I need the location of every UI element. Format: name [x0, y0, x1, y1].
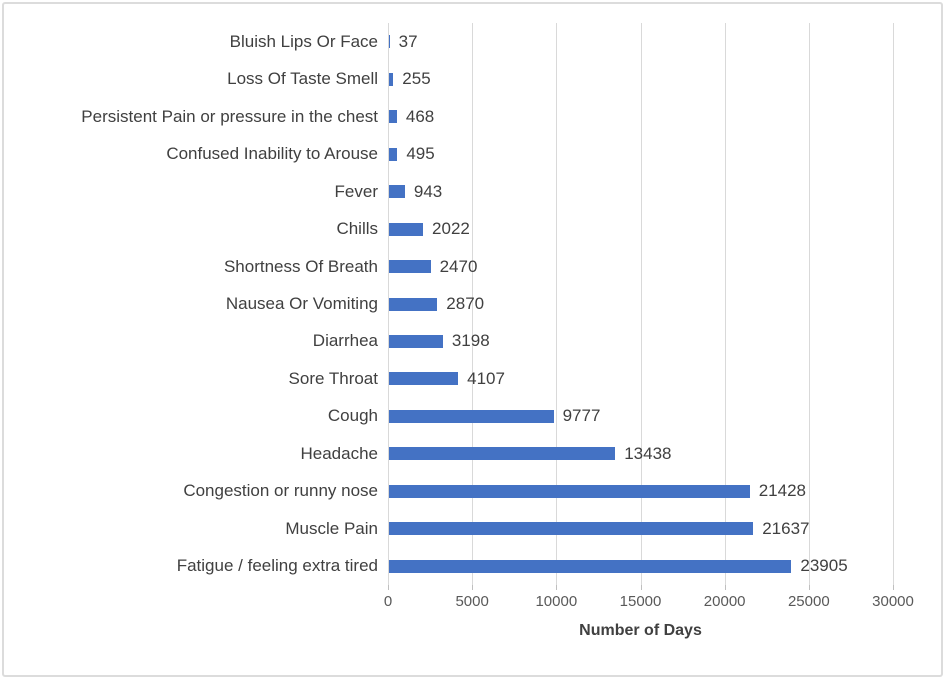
bar — [389, 35, 390, 49]
category-label: Confused Inability to Arouse — [166, 144, 378, 164]
category-label: Persistent Pain or pressure in the chest — [81, 106, 378, 126]
category-label: Chills — [336, 219, 378, 239]
x-axis-tick-label: 5000 — [455, 593, 489, 610]
bar-value-label: 943 — [413, 181, 443, 201]
x-axis-tick-label: 20000 — [703, 593, 746, 610]
bar-value-label: 2022 — [432, 219, 470, 239]
bar — [389, 409, 554, 423]
bar — [389, 334, 443, 348]
bar-value-label: 255 — [402, 69, 431, 89]
category-label: Shortness Of Breath — [223, 256, 378, 276]
bar — [389, 110, 397, 124]
bar-value-label: 2470 — [439, 256, 478, 276]
bar-value-label: 3198 — [451, 331, 490, 351]
gridline-5000 — [472, 23, 474, 585]
x-axis-tick-0 — [388, 585, 389, 590]
category-label: Nausea Or Vomiting — [225, 293, 378, 313]
bar-value-label: 4107 — [467, 368, 505, 388]
bar-value-label: 2870 — [446, 293, 485, 313]
category-label: Sore Throat — [288, 368, 378, 388]
gridline-0 — [388, 23, 389, 585]
x-axis-tick-20000 — [724, 585, 726, 590]
bar-value-label: 21637 — [762, 518, 810, 538]
bar — [389, 484, 750, 498]
x-axis-tick-label: 10000 — [535, 593, 578, 610]
bar — [389, 72, 394, 86]
x-axis-tick-label: 15000 — [619, 593, 662, 610]
x-axis-tick-label: 25000 — [787, 593, 830, 610]
gridline-30000 — [893, 23, 894, 585]
category-label: Cough — [327, 406, 378, 426]
bar — [389, 185, 405, 199]
bar — [389, 147, 398, 161]
category-label: Congestion or runny nose — [183, 481, 378, 501]
category-label: Fatigue / feeling extra tired — [176, 556, 378, 576]
bar-value-label: 13438 — [624, 443, 672, 463]
category-label: Fever — [334, 181, 378, 201]
x-axis-tick-label: 0 — [383, 593, 393, 610]
category-label: Loss Of Taste Smell — [227, 69, 378, 89]
x-axis-tick-15000 — [640, 585, 642, 590]
bar-value-label: 21428 — [758, 481, 806, 501]
x-axis-tick-10000 — [556, 585, 558, 590]
x-axis-tick-25000 — [808, 585, 810, 590]
bar — [389, 372, 459, 386]
bar-value-label: 23905 — [800, 556, 848, 576]
category-label: Headache — [300, 443, 378, 463]
gridline-20000 — [724, 23, 726, 585]
bar-value-label: 468 — [405, 106, 435, 126]
x-axis-tick-label: 30000 — [872, 593, 914, 610]
gridline-25000 — [808, 23, 810, 585]
bar — [389, 222, 424, 236]
category-label: Diarrhea — [312, 331, 378, 351]
x-axis-tick-5000 — [472, 585, 474, 590]
x-axis-tick-30000 — [893, 585, 894, 590]
gridline-10000 — [556, 23, 558, 585]
bar — [389, 260, 431, 274]
bar-value-label: 9777 — [562, 406, 601, 426]
gridline-15000 — [640, 23, 642, 585]
bar-value-label: 37 — [398, 31, 418, 51]
bar — [389, 447, 616, 461]
bar — [389, 559, 792, 573]
bar — [389, 297, 438, 311]
category-label: Bluish Lips Or Face — [229, 31, 378, 51]
bar — [389, 522, 754, 536]
bar-value-label: 495 — [406, 144, 435, 164]
x-axis-title: Number of Days — [579, 622, 702, 639]
category-label: Muscle Pain — [285, 518, 378, 538]
